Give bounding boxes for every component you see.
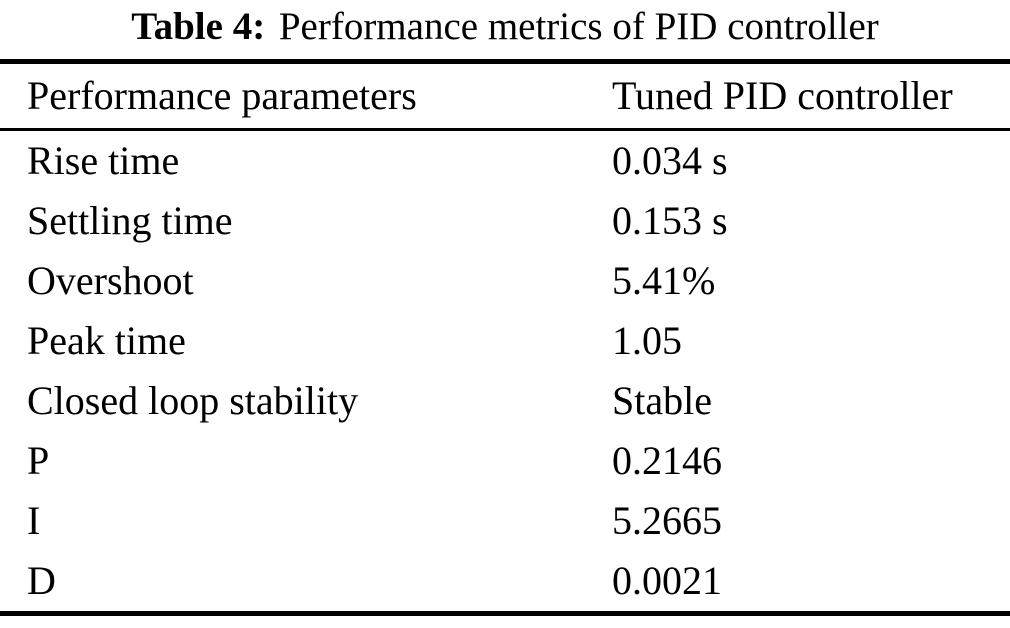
parameter-cell: Settling time bbox=[27, 198, 233, 244]
table-row: Rise time 0.034 s bbox=[0, 129, 1010, 191]
column-header-performance-parameters: Performance parameters bbox=[0, 61, 612, 131]
table-body: Rise time 0.034 s Settling time 0.153 s … bbox=[0, 129, 1010, 613]
table-row: Closed loop stability Stable bbox=[0, 371, 1010, 431]
parameter-cell: D bbox=[27, 558, 56, 604]
value-cell: 1.05 bbox=[612, 318, 682, 364]
parameter-cell: Overshoot bbox=[27, 258, 194, 304]
value-cell: 0.153 s bbox=[612, 198, 728, 244]
table-row: D 0.0021 bbox=[0, 551, 1010, 614]
parameter-cell: I bbox=[27, 498, 41, 544]
table-caption-label: Table 4: bbox=[131, 5, 266, 48]
parameter-cell: P bbox=[27, 438, 50, 484]
value-cell: 0.0021 bbox=[612, 558, 722, 604]
value-cell: 0.2146 bbox=[612, 438, 722, 484]
value-cell: 5.2665 bbox=[612, 498, 722, 544]
value-cell: Stable bbox=[612, 378, 712, 424]
parameter-cell: Rise time bbox=[27, 138, 180, 184]
table-row: Overshoot 5.41% bbox=[0, 251, 1010, 311]
parameter-cell: Closed loop stability bbox=[27, 378, 359, 424]
table-caption-text: Performance metrics of PID controller bbox=[278, 5, 879, 48]
pid-performance-table: Performance parameters Tuned PID control… bbox=[0, 58, 1010, 616]
table-header-row: Performance parameters Tuned PID control… bbox=[0, 61, 1010, 131]
column-header-tuned-pid-controller: Tuned PID controller bbox=[612, 61, 1010, 131]
value-cell: 0.034 s bbox=[612, 138, 728, 184]
table-caption: Table 4: Performance metrics of PID contr… bbox=[0, 0, 1010, 51]
table-row: I 5.2665 bbox=[0, 491, 1010, 551]
table-row: Settling time 0.153 s bbox=[0, 191, 1010, 251]
table-row: P 0.2146 bbox=[0, 431, 1010, 491]
value-cell: 5.41% bbox=[612, 258, 716, 304]
table-row: Peak time 1.05 bbox=[0, 311, 1010, 371]
parameter-cell: Peak time bbox=[27, 318, 186, 364]
